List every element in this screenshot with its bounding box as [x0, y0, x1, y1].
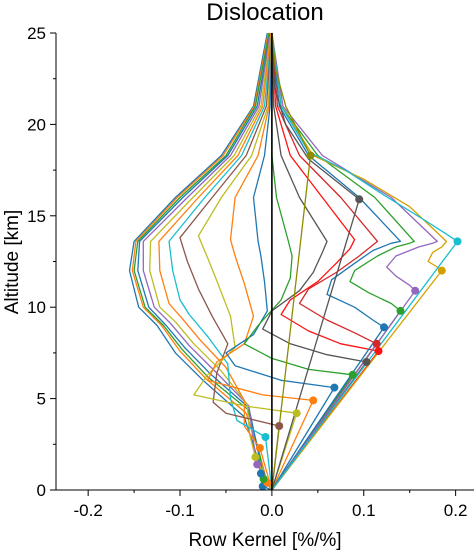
x-tick-label: 0.1: [352, 501, 376, 520]
series-marker-15: [374, 347, 383, 356]
series-marker-23: [306, 151, 315, 160]
series-marker-9: [275, 422, 284, 430]
y-tick-label: 10: [27, 298, 46, 317]
y-tick-label: 20: [27, 115, 46, 134]
series-marker-22: [355, 195, 364, 204]
y-tick-label: 5: [37, 390, 46, 409]
series-line-19: [271, 32, 438, 491]
x-axis-title: Row Kernel [%/%]: [188, 530, 341, 551]
series-line-14: [262, 32, 368, 491]
series-marker-10: [292, 409, 301, 418]
series-marker-12: [330, 383, 339, 392]
series-line-15: [271, 32, 380, 491]
series-marker-4: [256, 469, 265, 478]
series-line-9: [179, 32, 280, 491]
series-marker-8: [261, 433, 270, 441]
series-marker-14: [362, 358, 371, 366]
series-marker-18: [396, 306, 405, 315]
y-tick-label: 15: [27, 207, 46, 226]
series-marker-19: [411, 286, 420, 295]
series-line-23: [271, 32, 312, 491]
series-line-11: [206, 32, 314, 491]
plot-lines: [128, 32, 459, 491]
y-tick-label: 0: [37, 481, 46, 500]
series-line-5: [142, 32, 273, 491]
series-line-16: [271, 32, 379, 491]
series-marker-17: [380, 323, 388, 332]
series-line-10: [193, 32, 298, 491]
chart-title: Dislocation: [206, 0, 323, 26]
series-marker-7: [255, 444, 264, 452]
series-marker-6: [251, 453, 260, 462]
x-tick-label: -0.1: [165, 501, 194, 520]
y-tick-label: 25: [27, 24, 46, 43]
series-line-12: [225, 32, 336, 491]
x-tick-label: 0.2: [444, 501, 468, 520]
series-line-4: [137, 32, 273, 491]
axes: -0.2 -0.1 0.0 0.1 0.2 0 5 10 15 20 25: [27, 24, 474, 520]
series-line-21: [271, 32, 459, 491]
series-line-6: [149, 32, 273, 491]
series-line-8: [168, 32, 273, 491]
series-line-18: [271, 32, 415, 491]
series-marker-5: [253, 460, 262, 469]
x-tick-label: -0.2: [74, 501, 103, 520]
series-marker-13: [348, 370, 357, 379]
x-tick-label: 0.0: [260, 501, 284, 520]
y-ticks: 0 5 10 15 20 25: [27, 24, 56, 500]
plot-markers: [251, 151, 462, 491]
series-line-17: [271, 32, 402, 491]
y-axis-title: Altitude [km]: [2, 210, 23, 315]
x-ticks: -0.2 -0.1 0.0 0.1 0.2: [74, 490, 468, 520]
series-marker-21: [453, 237, 462, 246]
series-marker-16: [372, 339, 381, 348]
series-marker-11: [309, 396, 318, 405]
series-marker-20: [437, 266, 446, 275]
series-line-7: [158, 32, 273, 491]
